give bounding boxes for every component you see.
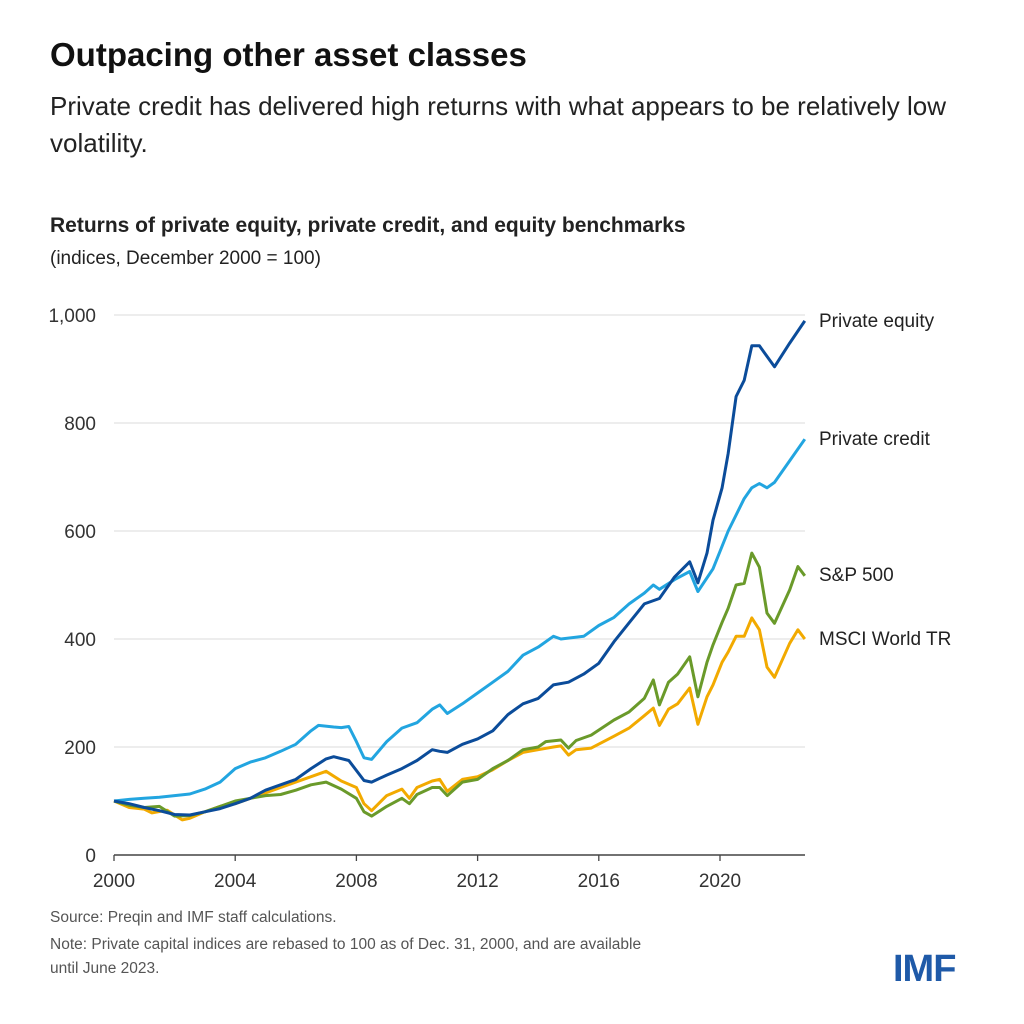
series-label: Private credit [819, 429, 931, 450]
y-tick-label: 0 [85, 846, 96, 867]
series-label: Private equity [819, 311, 935, 332]
imf-logo: IMF [893, 948, 956, 990]
note-line-1: Note: Private capital indices are rebase… [50, 936, 642, 953]
y-tick-label: 400 [64, 630, 96, 651]
series-line-s-p-500 [113, 551, 806, 818]
chart-subtitle: (indices, December 2000 = 100) [50, 248, 321, 269]
series-line-private-credit [113, 438, 807, 803]
x-tick-label: 2000 [93, 871, 135, 892]
y-tick-label: 1,000 [48, 306, 96, 327]
x-tick-label: 2012 [456, 871, 498, 892]
y-tick-label: 600 [64, 522, 96, 543]
note-line-2: until June 2023. [50, 960, 160, 977]
y-tick-label: 200 [64, 738, 96, 759]
y-tick-label: 800 [64, 414, 96, 435]
series-label: MSCI World TR [819, 629, 951, 650]
page-subtitle: Private credit has delivered high return… [50, 91, 947, 158]
x-tick-label: 2016 [578, 871, 620, 892]
series-line-private-equity [113, 320, 807, 817]
x-tick-label: 2008 [335, 871, 377, 892]
chart-title: Returns of private equity, private credi… [50, 214, 686, 237]
x-tick-label: 2004 [214, 871, 257, 892]
page-title: Outpacing other asset classes [50, 36, 527, 73]
series-line-msci-world-tr [113, 616, 806, 822]
series-label: S&P 500 [819, 565, 894, 586]
source-note: Source: Preqin and IMF staff calculation… [50, 909, 337, 926]
x-tick-label: 2020 [699, 871, 741, 892]
